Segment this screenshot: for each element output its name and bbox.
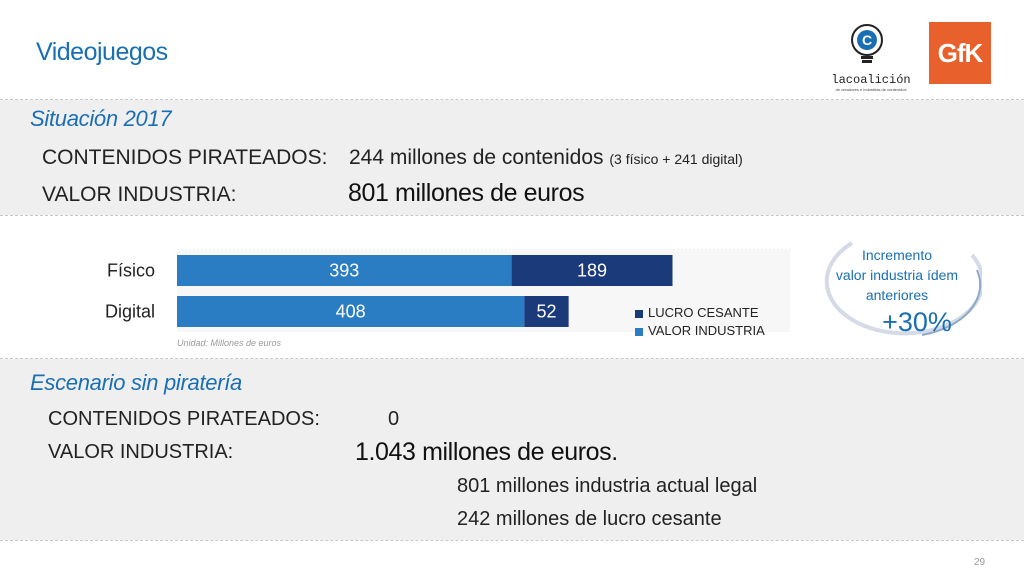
legend-item-lucro: LUCRO CESANTE [635, 304, 765, 322]
callout-line-3: anteriores [865, 287, 929, 303]
legend-swatch-lucro [635, 309, 643, 318]
legend-swatch-valor [635, 327, 643, 336]
coalicion-logo-tagline: de creadores e industrias de contenidos [835, 87, 907, 92]
escenario-panel [0, 359, 1024, 540]
gfk-logo: GfK [929, 22, 991, 84]
divider [0, 358, 1024, 359]
escenario-contenidos-label: CONTENIDOS PIRATEADOS: [48, 408, 320, 430]
chart-unit-note: Unidad: Millones de euros [177, 338, 282, 348]
legend-label-valor: VALOR INDUSTRIA [648, 323, 765, 338]
category-label: Digital [105, 302, 155, 322]
page-title: Videojuegos [36, 38, 168, 66]
bar-valor-industria [177, 296, 525, 327]
situacion-heading: Situación 2017 [30, 106, 172, 131]
callout-text: Incremento valor industria ídem anterior… [812, 245, 982, 305]
gfk-logo-text: GfK [937, 37, 984, 68]
bar-value-label: 408 [336, 302, 366, 322]
coalicion-logo-text: lacoalición [831, 73, 911, 87]
situacion-valor-value: 801 millones de euros [348, 179, 585, 207]
coalicion-logo: C lacoalición de creadores e industrias … [825, 22, 917, 92]
divider [0, 99, 1024, 100]
callout-ring [824, 241, 982, 336]
situacion-valor-label: VALOR INDUSTRIA: [42, 183, 237, 206]
escenario-valor-value: 1.043 millones de euros. [355, 438, 618, 466]
escenario-detail-legal: 801 millones industria actual legal [457, 475, 758, 497]
bar-value-label: 52 [536, 302, 556, 322]
situacion-panel [0, 100, 1024, 215]
escenario-valor-label: VALOR INDUSTRIA: [48, 441, 234, 463]
legend-item-valor: VALOR INDUSTRIA [635, 322, 765, 340]
legend-label-lucro: LUCRO CESANTE [648, 305, 759, 320]
bar-chart: Físico 393 189 Digital 408 52 [0, 222, 800, 352]
situacion-contenidos-label: CONTENIDOS PIRATEADOS: [42, 146, 328, 169]
callout-line-1: Incremento [861, 247, 933, 263]
svg-text:C: C [862, 32, 872, 48]
increment-callout: Incremento valor industria ídem anterior… [812, 225, 982, 343]
situacion-contenidos-detail: (3 físico + 241 digital) [609, 151, 743, 167]
escenario-heading: Escenario sin piratería [30, 370, 242, 395]
divider [0, 215, 1024, 216]
lightbulb-icon: C [851, 24, 883, 63]
bar-lucro-cesante [511, 255, 673, 286]
page-number: 29 [974, 557, 986, 568]
divider [0, 540, 1024, 541]
escenario-detail-lucro: 242 millones de lucro cesante [457, 508, 722, 530]
callout-value: +30% [882, 307, 952, 337]
bar-valor-industria [177, 255, 512, 286]
escenario-contenidos-value: 0 [388, 408, 400, 430]
bar-lucro-cesante [524, 296, 569, 327]
situacion-contenidos-main: 244 millones de contenidos [349, 146, 604, 169]
chart-legend: LUCRO CESANTE VALOR INDUSTRIA [635, 304, 765, 340]
callout-line-2: valor industria ídem [835, 267, 959, 283]
situacion-contenidos-value: 244 millones de contenidos (3 físico + 2… [349, 146, 743, 170]
bar-value-label: 189 [577, 261, 607, 281]
bar-chart-svg: Físico 393 189 Digital 408 52 [105, 249, 790, 332]
bar-value-label: 393 [329, 261, 359, 281]
category-label: Físico [107, 261, 155, 281]
